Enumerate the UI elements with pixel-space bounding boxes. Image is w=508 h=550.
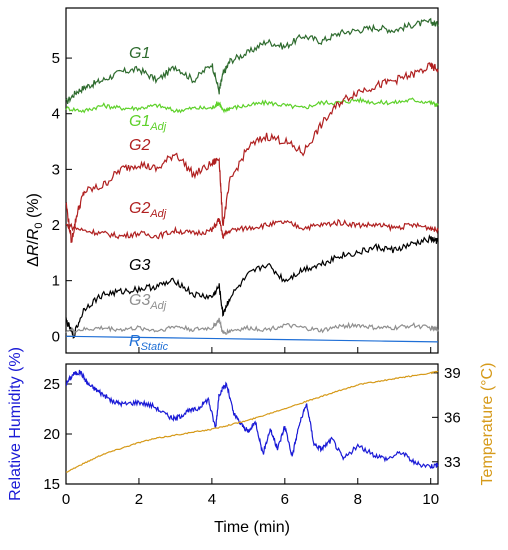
bottom-left-y-tick-label: 15 [43,476,60,493]
series-line-g3adj [65,317,439,335]
bottom-left-y-tick-label: 25 [43,376,60,393]
label-g1adj-main: G1 [129,113,150,130]
series-line-g1adj [65,96,439,114]
bottom-left-y-tick-label: 20 [43,426,60,443]
bottom-x-ticks: 0 2 4 6 8 10 [62,478,439,508]
bottom-y-ticks-right: 33 36 39 [432,365,461,471]
top-x-ticks [65,347,432,353]
bottom-y-axis-label-left: Relative Humidity (%) [7,347,24,501]
label-rstatic-main: R [129,333,141,350]
bottom-x-tick-label: 4 [208,491,216,508]
bottom-plot-frame [65,363,439,485]
label-g3adj-sub: Adj [149,300,166,312]
label-g1: G1 [129,45,150,62]
ylabel-delta: Δ [25,256,42,267]
bottom-x-tick-label: 6 [281,491,289,508]
top-plot-frame [65,7,439,354]
top-y-tick-label: 1 [52,273,60,290]
label-g3: G3 [129,257,150,274]
label-rstatic: RStatic [129,333,169,353]
ylabel-unit: (%) [25,193,42,222]
bottom-y-axis-label-right: Temperature (°C) [479,363,496,486]
bottom-y-ticks-left: 15 20 25 [43,376,72,493]
bottom-series-lines [65,369,439,473]
label-g2adj-sub: Adj [149,208,166,220]
bottom-x-tick-label: 2 [135,491,143,508]
top-y-ticks: 0 1 2 3 4 5 [52,50,72,345]
top-y-tick-label: 0 [52,328,60,345]
bottom-x-tick-label: 0 [62,491,70,508]
label-g2adj-main: G2 [129,200,150,217]
ylabel-slash: / [25,240,42,245]
top-y-axis-label: ΔR/R0 (%) [25,193,45,267]
label-g3adj-main: G3 [129,292,150,309]
series-line-rstatic [65,335,439,343]
label-rstatic-sub: Static [141,341,169,353]
label-g1adj-sub: Adj [149,121,166,133]
series-line-g2adj [66,217,439,240]
ylabel-r: R [25,244,42,256]
top-y-tick-label: 3 [52,161,60,178]
series-line-g3 [65,234,439,339]
top-y-tick-label: 5 [52,50,60,67]
top-y-tick-label: 4 [52,106,60,123]
top-series-lines [65,17,439,343]
ylabel-sub0: 0 [33,222,45,228]
ylabel-r0: R [25,228,42,240]
top-y-tick-label: 2 [52,217,60,234]
label-g1adj: G1Adj [129,113,167,133]
series-line-g2 [65,62,439,243]
bottom-panel: 0 2 4 6 8 10 15 20 25 33 36 39 Relative Humidity … [7,347,496,536]
series-line-humidity [65,369,439,469]
label-g2adj: G2Adj [129,200,167,220]
bottom-x-tick-label: 10 [422,491,439,508]
series-line-temperature [65,370,439,473]
bottom-right-y-tick-label: 39 [444,365,461,382]
bottom-x-tick-label: 8 [354,491,362,508]
label-g2: G2 [129,137,150,154]
x-axis-label: Time (min) [214,519,290,536]
label-g3adj: G3Adj [129,292,167,312]
bottom-right-y-tick-label: 33 [444,454,461,471]
bottom-right-y-tick-label: 36 [444,409,461,426]
series-line-g1 [65,17,439,105]
